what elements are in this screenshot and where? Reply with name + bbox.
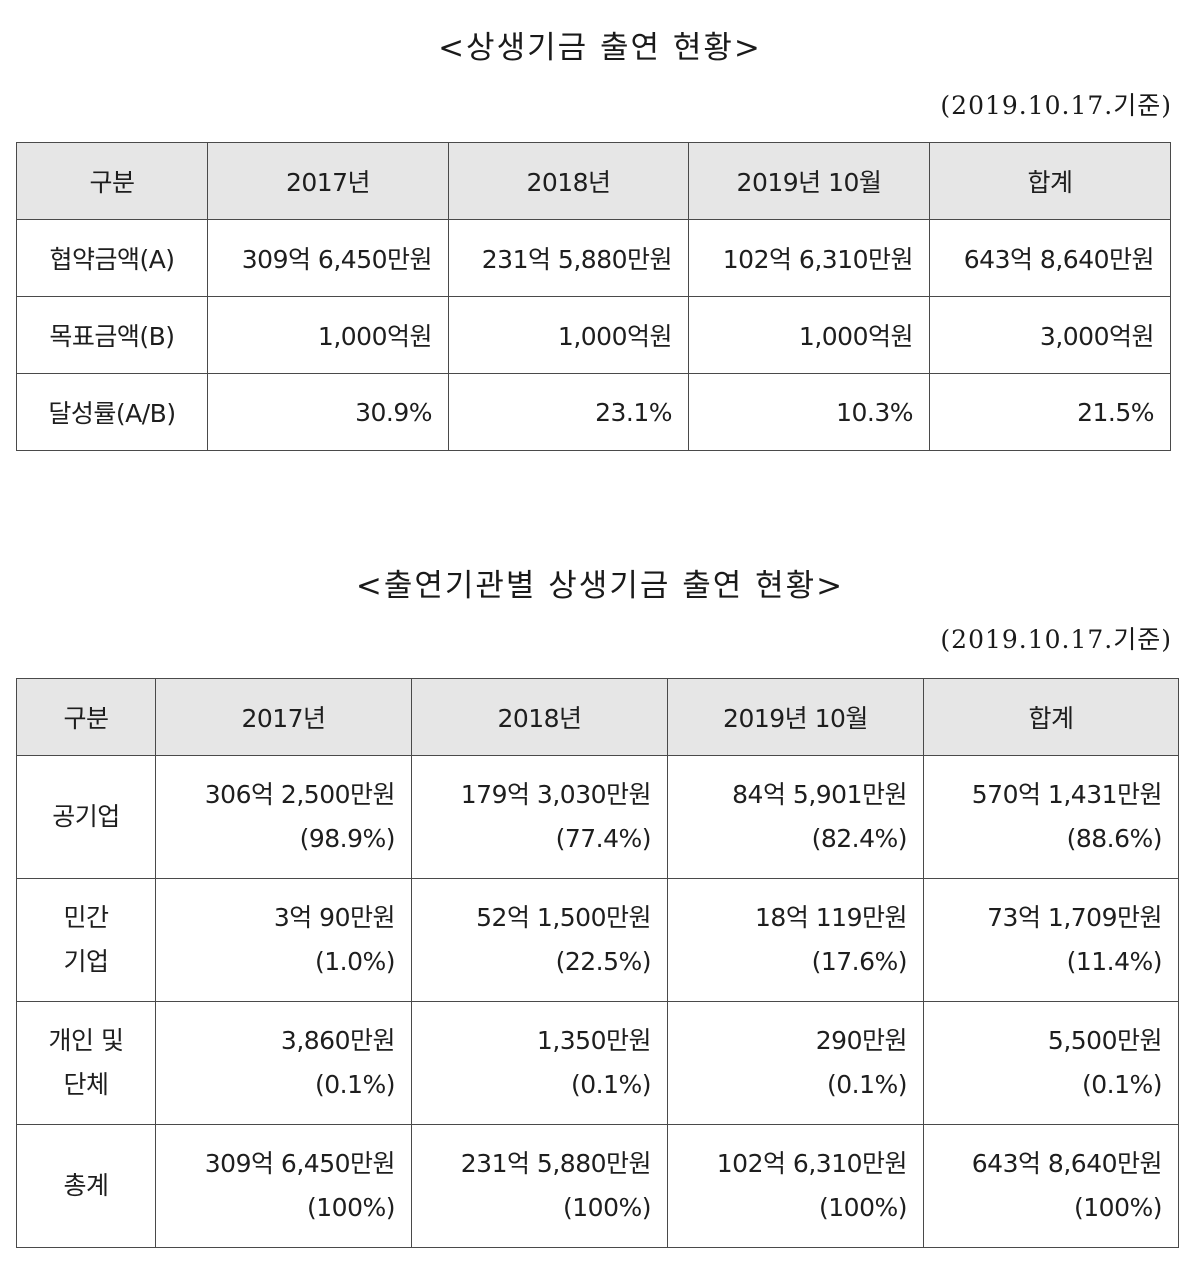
amount: 3,860만원: [280, 1026, 396, 1055]
amount: 231억 5,880만원: [460, 1149, 652, 1178]
row-label: 개인 및 단체: [16, 1001, 156, 1125]
cell-value: 3,000억원: [929, 296, 1171, 374]
share: (22.5%): [555, 947, 652, 976]
cell-value: 1,000억원: [207, 296, 449, 374]
amount: 73억 1,709만원: [987, 903, 1162, 932]
table-row: 개인 및 단체 3,860만원 (0.1%) 1,350만원 (0.1%) 29…: [16, 1001, 1179, 1125]
cell-value: 18억 119만원 (17.6%): [667, 878, 924, 1002]
contribution-status-table: 구분 2017년 2018년 2019년 10월 합계 협약금액(A) 309억…: [16, 142, 1171, 451]
cell-value: 1,000억원: [448, 296, 689, 374]
header-2017: 2017년: [207, 142, 449, 220]
header-2019-oct: 2019년 10월: [688, 142, 930, 220]
amount: 570억 1,431만원: [971, 780, 1163, 809]
table-row: 목표금액(B) 1,000억원 1,000억원 1,000억원 3,000억원: [16, 296, 1171, 374]
share: (77.4%): [555, 824, 652, 853]
cell-value: 23.1%: [448, 373, 689, 451]
share: (100%): [307, 1193, 395, 1222]
amount: 52억 1,500만원: [476, 903, 651, 932]
row-label: 달성률(A/B): [16, 373, 208, 451]
share: (17.6%): [811, 947, 908, 976]
share: (11.4%): [1066, 947, 1163, 976]
table-header-row: 구분 2017년 2018년 2019년 10월 합계: [16, 142, 1171, 220]
table-row: 공기업 306억 2,500만원 (98.9%) 179억 3,030만원 (7…: [16, 755, 1179, 879]
header-total: 합계: [929, 142, 1171, 220]
amount: 643억 8,640만원: [971, 1149, 1163, 1178]
table-row: 협약금액(A) 309억 6,450만원 231억 5,880만원 102억 6…: [16, 219, 1171, 297]
amount: 3억 90만원: [273, 903, 396, 932]
cell-value: 1,350만원 (0.1%): [411, 1001, 668, 1125]
contribution-by-institution-table: 구분 2017년 2018년 2019년 10월 합계 공기업 306억 2,5…: [16, 678, 1179, 1248]
cell-value: 10.3%: [688, 373, 930, 451]
share: (100%): [819, 1193, 907, 1222]
table-row-total: 총계 309억 6,450만원 (100%) 231억 5,880만원 (100…: [16, 1124, 1179, 1248]
cell-value: 52억 1,500만원 (22.5%): [411, 878, 668, 1002]
table-row: 달성률(A/B) 30.9% 23.1% 10.3% 21.5%: [16, 373, 1171, 451]
share: (0.1%): [314, 1070, 396, 1099]
cell-value: 3억 90만원 (1.0%): [155, 878, 412, 1002]
table1-basis-date: (2019.10.17.기준): [940, 91, 1172, 120]
row-label: 협약금액(A): [16, 219, 208, 297]
share: (0.1%): [826, 1070, 908, 1099]
row-label: 민간 기업: [16, 878, 156, 1002]
cell-value: 73억 1,709만원 (11.4%): [923, 878, 1179, 1002]
cell-value: 306억 2,500만원 (98.9%): [155, 755, 412, 879]
row-label: 목표금액(B): [16, 296, 208, 374]
share: (98.9%): [299, 824, 396, 853]
header-category: 구분: [16, 142, 208, 220]
share: (100%): [563, 1193, 651, 1222]
amount: 102억 6,310만원: [716, 1149, 908, 1178]
amount: 179억 3,030만원: [460, 780, 652, 809]
header-2019-oct: 2019년 10월: [667, 678, 924, 756]
amount: 309억 6,450만원: [204, 1149, 396, 1178]
share: (0.1%): [1081, 1070, 1163, 1099]
share: (100%): [1074, 1193, 1162, 1222]
header-2018: 2018년: [411, 678, 668, 756]
header-2018: 2018년: [448, 142, 689, 220]
table-row: 민간 기업 3억 90만원 (1.0%) 52억 1,500만원 (22.5%)…: [16, 878, 1179, 1002]
cell-value: 5,500만원 (0.1%): [923, 1001, 1179, 1125]
cell-value: 290만원 (0.1%): [667, 1001, 924, 1125]
cell-value: 309억 6,450만원: [207, 219, 449, 297]
share: (1.0%): [314, 947, 396, 976]
cell-value: 21.5%: [929, 373, 1171, 451]
amount: 1,350만원: [536, 1026, 652, 1055]
cell-value: 570억 1,431만원 (88.6%): [923, 755, 1179, 879]
cell-value: 179억 3,030만원 (77.4%): [411, 755, 668, 879]
cell-value: 3,860만원 (0.1%): [155, 1001, 412, 1125]
cell-value: 231억 5,880만원: [448, 219, 689, 297]
cell-value: 102억 6,310만원: [688, 219, 930, 297]
cell-value: 643억 8,640만원: [929, 219, 1171, 297]
cell-value: 30.9%: [207, 373, 449, 451]
table-header-row: 구분 2017년 2018년 2019년 10월 합계: [16, 678, 1179, 756]
amount: 5,500만원: [1047, 1026, 1163, 1055]
header-category: 구분: [16, 678, 156, 756]
share: (88.6%): [1066, 824, 1163, 853]
header-2017: 2017년: [155, 678, 412, 756]
amount: 84억 5,901만원: [732, 780, 907, 809]
cell-value: 309억 6,450만원 (100%): [155, 1124, 412, 1248]
cell-value: 231억 5,880만원 (100%): [411, 1124, 668, 1248]
share: (0.1%): [570, 1070, 652, 1099]
cell-value: 102억 6,310만원 (100%): [667, 1124, 924, 1248]
row-label: 총계: [16, 1124, 156, 1248]
cell-value: 643억 8,640만원 (100%): [923, 1124, 1179, 1248]
table1-title: <상생기금 출연 현황>: [438, 30, 762, 66]
amount: 18억 119만원: [755, 903, 907, 932]
amount: 306억 2,500만원: [204, 780, 396, 809]
header-total: 합계: [923, 678, 1179, 756]
cell-value: 84억 5,901만원 (82.4%): [667, 755, 924, 879]
share: (82.4%): [811, 824, 908, 853]
row-label: 공기업: [16, 755, 156, 879]
table2-title: <출연기관별 상생기금 출연 현황>: [355, 568, 845, 604]
table2-basis-date: (2019.10.17.기준): [940, 625, 1172, 654]
cell-value: 1,000억원: [688, 296, 930, 374]
amount: 290만원: [815, 1026, 908, 1055]
